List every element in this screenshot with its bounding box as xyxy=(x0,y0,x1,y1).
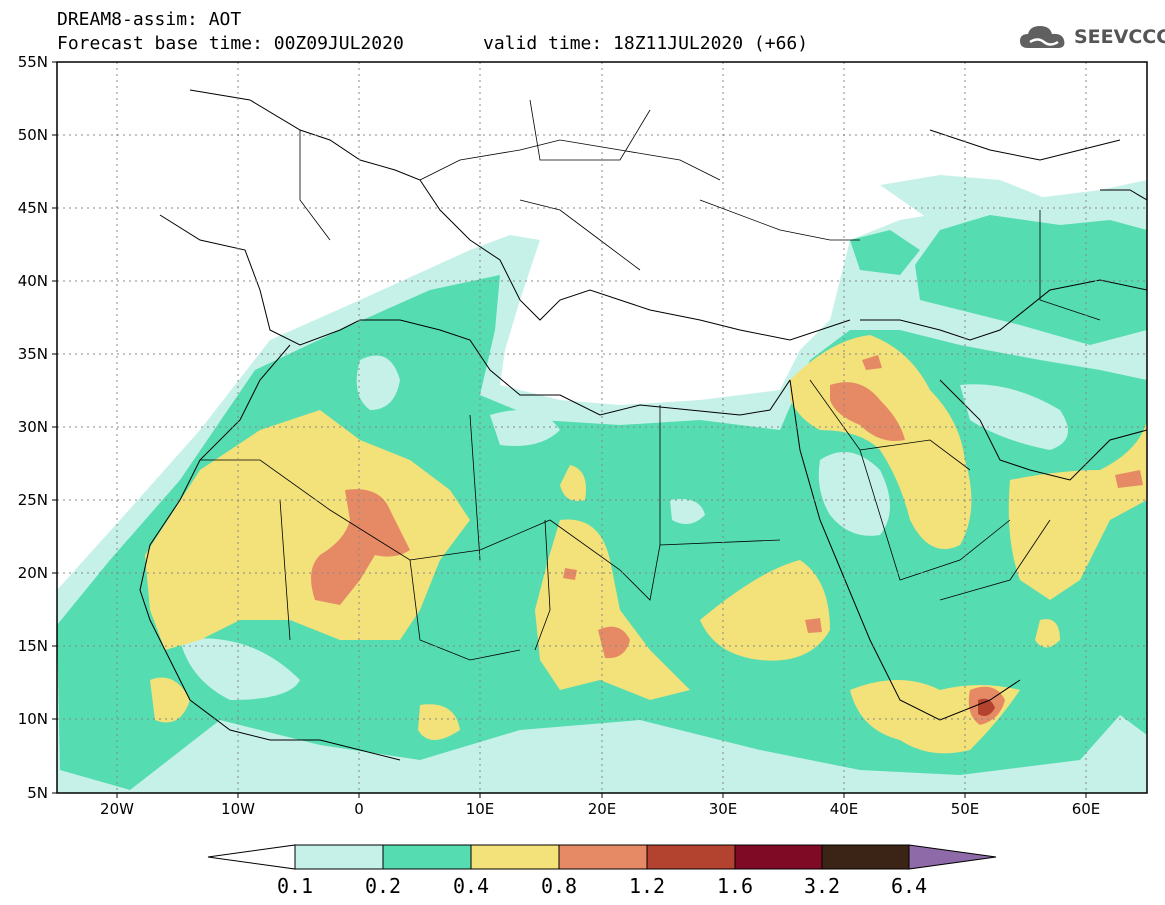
lat-label: 15N xyxy=(18,637,48,655)
lon-label: 40E xyxy=(830,800,859,818)
lat-labels: 55N 50N 45N 40N 35N 30N 25N 20N 15N 10N … xyxy=(18,53,48,802)
lat-label: 30N xyxy=(18,418,48,436)
lon-label: 50E xyxy=(951,800,980,818)
lat-label: 55N xyxy=(18,53,48,71)
lon-labels: 20W 10W 0 10E 20E 30E 40E 50E 60E xyxy=(100,800,1100,818)
colorbar-labels: 0.1 0.2 0.4 0.8 1.2 1.6 3.2 6.4 xyxy=(277,874,927,898)
colorbar-segment xyxy=(734,844,823,870)
colorbar-label: 0.8 xyxy=(541,874,577,898)
colorbar-segment xyxy=(294,844,384,870)
lon-label: 60E xyxy=(1072,800,1101,818)
aot-level-0-1-pockets xyxy=(180,355,1068,700)
lat-label: 20N xyxy=(18,564,48,582)
lat-label: 35N xyxy=(18,345,48,363)
lon-label: 30E xyxy=(709,800,738,818)
axis-ticks xyxy=(52,61,1087,798)
lon-label: 10W xyxy=(221,800,255,818)
colorbar-segment xyxy=(646,844,736,870)
lat-label: 10N xyxy=(18,710,48,728)
colorbar-segment xyxy=(821,844,910,870)
colorbar-label: 3.2 xyxy=(804,874,840,898)
lat-label: 25N xyxy=(18,491,48,509)
aot-level-0-4 xyxy=(145,335,1147,754)
lon-label: 20W xyxy=(100,800,134,818)
lat-label: 45N xyxy=(18,199,48,217)
coastlines xyxy=(139,89,1147,761)
cloud-icon xyxy=(1020,26,1065,48)
colorbar-low-triangle xyxy=(207,844,296,870)
logo-text: SEEVCCC xyxy=(1074,26,1165,48)
aot-level-0-8 xyxy=(311,355,1143,725)
map-grid xyxy=(57,62,1147,793)
lon-label: 10E xyxy=(466,800,495,818)
lat-label: 40N xyxy=(18,272,48,290)
lon-label: 20E xyxy=(588,800,617,818)
colorbar-label: 1.6 xyxy=(717,874,753,898)
colorbar-high-triangle xyxy=(908,844,997,870)
colorbar-label: 0.4 xyxy=(453,874,489,898)
forecast-base-time: Forecast base time: 00Z09JUL2020 xyxy=(57,33,404,54)
lon-label: 0 xyxy=(354,800,364,818)
valid-time: valid time: 18Z11JUL2020 (+66) xyxy=(483,33,809,54)
colorbar-segment xyxy=(558,844,648,870)
country-borders xyxy=(200,99,1101,661)
colorbar-label: 0.1 xyxy=(277,874,313,898)
colorbar-segment xyxy=(382,844,472,870)
colorbar xyxy=(207,844,997,870)
colorbar-label: 0.2 xyxy=(365,874,401,898)
colorbar-label: 1.2 xyxy=(629,874,665,898)
lat-label: 50N xyxy=(18,126,48,144)
map-title: DREAM8-assim: AOT xyxy=(57,9,242,30)
colorbar-label: 6.4 xyxy=(891,874,927,898)
colorbar-segment xyxy=(470,844,560,870)
lat-label: 5N xyxy=(27,784,48,802)
seevccc-logo: SEEVCCC xyxy=(1018,22,1165,52)
